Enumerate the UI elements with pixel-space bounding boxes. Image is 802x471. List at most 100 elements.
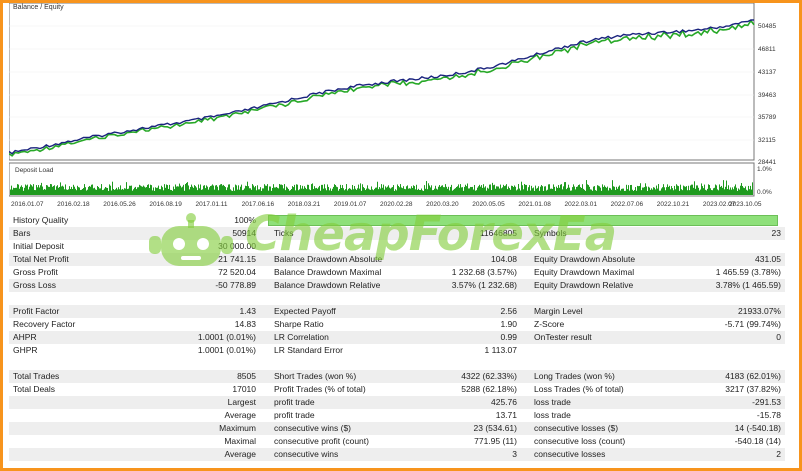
deposit-load-bar bbox=[660, 190, 661, 195]
deposit-load-label: Deposit Load bbox=[15, 167, 54, 174]
row-value-3: 431.05 bbox=[755, 254, 781, 264]
deposit-load-bar bbox=[369, 189, 370, 195]
deposit-load-bar bbox=[701, 183, 702, 195]
deposit-load-bar bbox=[502, 187, 503, 195]
deposit-load-bar bbox=[610, 188, 611, 195]
deposit-load-bar bbox=[307, 184, 308, 195]
deposit-load-bar bbox=[219, 185, 220, 195]
deposit-load-bar bbox=[586, 180, 587, 195]
row-label-2: LR Standard Error bbox=[274, 345, 343, 355]
deposit-load-bar bbox=[119, 189, 120, 195]
deposit-load-bar bbox=[388, 185, 389, 195]
deposit-load-bar bbox=[141, 186, 142, 195]
row-label-2 bbox=[274, 292, 444, 305]
deposit-load-bar bbox=[185, 184, 186, 195]
deposit-load-bar bbox=[187, 182, 188, 195]
row-label-3: Long Trades (won %) bbox=[534, 371, 615, 381]
deposit-load-bar bbox=[609, 187, 610, 195]
deposit-load-bar bbox=[682, 190, 683, 195]
deposit-load-bar bbox=[665, 190, 666, 195]
deposit-load-bar bbox=[571, 190, 572, 195]
deposit-load-bar bbox=[706, 190, 707, 195]
deposit-load-bar bbox=[420, 189, 421, 195]
deposit-load-bar bbox=[309, 189, 310, 195]
deposit-load-bar bbox=[751, 189, 752, 195]
deposit-load-bar bbox=[335, 185, 336, 195]
deposit-load-bar bbox=[599, 186, 600, 195]
row-label-2: Profit Trades (% of total) bbox=[274, 384, 366, 394]
deposit-load-bar bbox=[130, 185, 131, 195]
y-tick-label: 50485 bbox=[758, 23, 776, 30]
deposit-load-bar bbox=[266, 185, 267, 195]
deposit-load-bar bbox=[613, 186, 614, 195]
deposit-load-bar bbox=[247, 181, 248, 195]
row-value-2: 0.99 bbox=[500, 332, 517, 342]
deposit-load-bar bbox=[316, 187, 317, 195]
deposit-load-bar bbox=[257, 185, 258, 195]
row-label-1: Average bbox=[224, 449, 256, 459]
table-row: Recovery Factor 14.83 Sharpe Ratio 1.90 Z-Sc… bbox=[9, 318, 785, 331]
deposit-load-bar bbox=[501, 188, 502, 195]
deposit-load-bar bbox=[683, 185, 684, 195]
deposit-load-bar bbox=[303, 188, 304, 195]
deposit-load-bar bbox=[366, 188, 367, 195]
deposit-load-bar bbox=[591, 189, 592, 195]
deposit-load-bar bbox=[10, 189, 11, 195]
x-tick-label: 2022.03.01 bbox=[565, 201, 598, 206]
deposit-load-bar bbox=[142, 186, 143, 195]
deposit-load-bar bbox=[178, 186, 179, 195]
row-label-1: Total Trades bbox=[13, 371, 60, 381]
deposit-load-bar bbox=[86, 190, 87, 195]
deposit-load-bar bbox=[337, 187, 338, 195]
deposit-load-bar bbox=[544, 186, 545, 195]
deposit-load-bar bbox=[210, 186, 211, 195]
deposit-load-bar bbox=[676, 184, 677, 195]
deposit-load-bar bbox=[513, 187, 514, 195]
deposit-load-bar bbox=[606, 187, 607, 195]
deposit-load-bar bbox=[690, 185, 691, 195]
deposit-load-bar bbox=[110, 185, 111, 195]
deposit-load-bar bbox=[166, 184, 167, 195]
deposit-load-bar bbox=[370, 189, 371, 195]
deposit-load-bar bbox=[728, 185, 729, 195]
deposit-load-bar bbox=[565, 182, 566, 195]
deposit-load-bar bbox=[435, 185, 436, 195]
deposit-load-bar bbox=[192, 186, 193, 195]
deposit-load-bar bbox=[103, 189, 104, 195]
deposit-load-bar bbox=[659, 190, 660, 195]
deposit-load-bars bbox=[10, 180, 753, 195]
deposit-load-bar bbox=[720, 186, 721, 195]
deposit-load-bar bbox=[652, 189, 653, 195]
deposit-load-bar bbox=[647, 190, 648, 195]
deposit-load-bar bbox=[179, 183, 180, 195]
deposit-load-bar bbox=[745, 186, 746, 195]
deposit-load-bar bbox=[541, 185, 542, 195]
deposit-load-bar bbox=[680, 184, 681, 195]
deposit-load-bar bbox=[42, 186, 43, 195]
deposit-load-bar bbox=[580, 187, 581, 195]
deposit-load-bar bbox=[314, 186, 315, 195]
row-label-3: Equity Drawdown Absolute bbox=[534, 254, 636, 264]
deposit-load-bar bbox=[58, 187, 59, 195]
deposit-load-bar bbox=[533, 187, 534, 195]
deposit-load-bar bbox=[559, 187, 560, 195]
deposit-load-bar bbox=[398, 186, 399, 195]
deposit-load-bar bbox=[543, 190, 544, 195]
deposit-load-bar bbox=[194, 185, 195, 195]
deposit-load-bar bbox=[368, 188, 369, 195]
deposit-load-bar bbox=[271, 190, 272, 195]
deposit-load-bar bbox=[397, 184, 398, 195]
row-label-1: Bars bbox=[13, 228, 31, 238]
deposit-load-bar bbox=[196, 187, 197, 195]
deposit-load-bar bbox=[59, 186, 60, 195]
deposit-load-bar bbox=[15, 187, 16, 195]
row-value-2: 1 113.07 bbox=[484, 345, 517, 355]
deposit-load-bar bbox=[542, 186, 543, 195]
row-value-1 bbox=[159, 292, 256, 305]
deposit-load-bar bbox=[472, 186, 473, 195]
deposit-load-bar bbox=[569, 187, 570, 195]
deposit-load-bar bbox=[401, 187, 402, 195]
y-tick-label: 39463 bbox=[758, 92, 776, 99]
x-tick-label: 2023.10.05 bbox=[729, 201, 762, 206]
deposit-load-bar bbox=[200, 184, 201, 195]
